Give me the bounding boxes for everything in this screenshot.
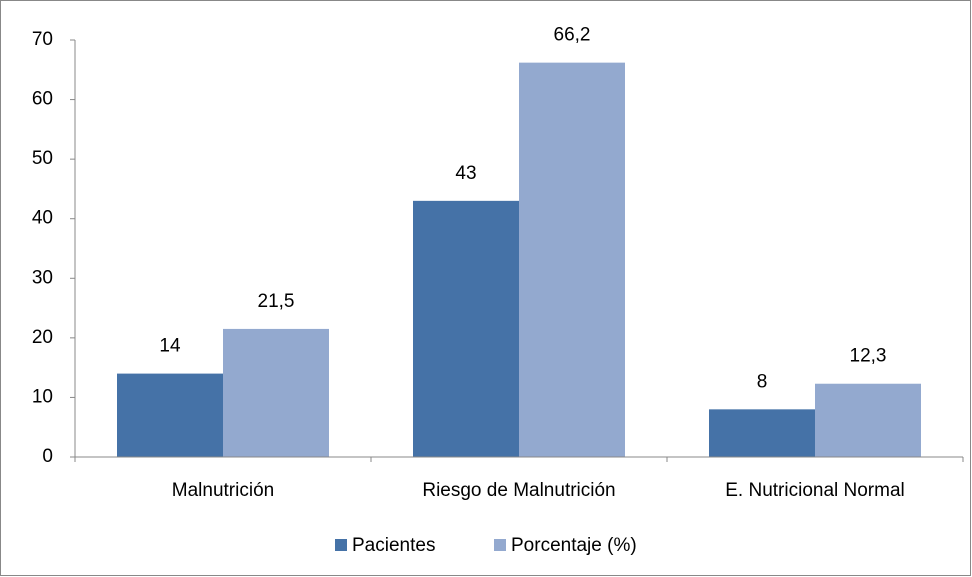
bar — [223, 328, 329, 457]
legend-swatch — [335, 539, 347, 551]
y-tick-label: 20 — [32, 327, 53, 348]
legend-swatch — [494, 539, 506, 551]
x-tick-label: Riesgo de Malnutrición — [422, 480, 615, 501]
bar — [815, 383, 921, 457]
bar — [413, 200, 519, 458]
x-tick-label: Malnutrición — [172, 480, 274, 501]
data-label: 8 — [757, 371, 768, 392]
data-label: 21,5 — [258, 291, 295, 312]
data-label: 14 — [159, 336, 181, 357]
legend-label: Porcentaje (%) — [511, 535, 637, 556]
y-tick-label: 50 — [32, 148, 53, 169]
bar — [519, 62, 625, 457]
y-tick-label: 40 — [32, 208, 53, 229]
data-label: 43 — [455, 163, 476, 184]
y-tick-label: 0 — [42, 446, 53, 467]
bar — [117, 373, 223, 457]
y-tick-label: 60 — [32, 89, 53, 110]
y-tick-label: 30 — [32, 267, 53, 288]
data-label: 66,2 — [554, 25, 591, 46]
x-tick-label: E. Nutricional Normal — [725, 480, 905, 501]
data-label: 12,3 — [850, 346, 887, 367]
y-tick-label: 70 — [32, 29, 53, 50]
bar — [709, 409, 815, 457]
legend-label: Pacientes — [352, 535, 435, 556]
y-tick-label: 10 — [32, 386, 53, 407]
